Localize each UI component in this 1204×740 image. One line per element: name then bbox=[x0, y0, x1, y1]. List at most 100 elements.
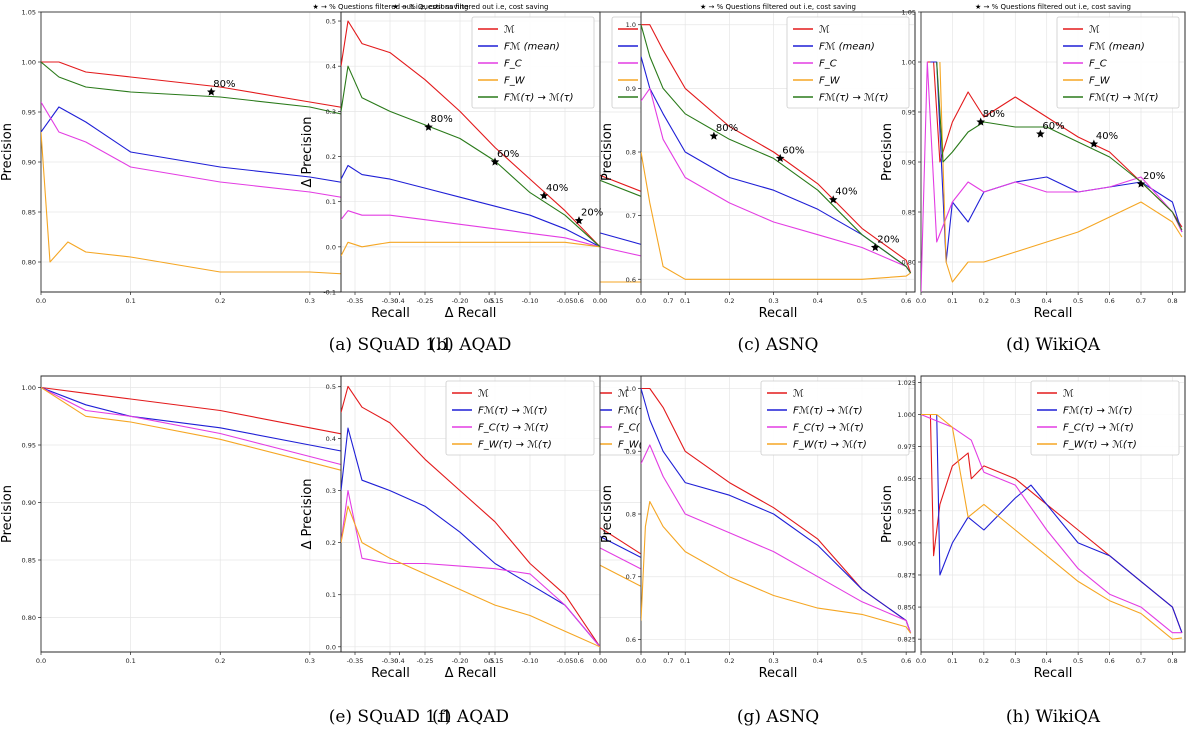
legend: ℳ Fℳ(τ) → ℳ(τ) F_C(τ) → ℳ(τ) F_W(τ) → ℳ(τ) bbox=[445, 380, 595, 456]
series-line-magenta bbox=[921, 61, 1183, 292]
y-tick-label: 0.85 bbox=[902, 209, 916, 217]
x-tick-label: -0.15 bbox=[487, 297, 504, 305]
y-tick-label: 1.0 bbox=[626, 21, 636, 29]
legend-label: ℳ bbox=[1063, 389, 1074, 400]
legend-label: F_C bbox=[504, 59, 522, 70]
y-tick-label: 0.90 bbox=[22, 499, 36, 507]
y-tick-label: 0.90 bbox=[22, 159, 36, 167]
series-line-green bbox=[641, 24, 912, 274]
series-line-blue bbox=[341, 164, 600, 248]
x-tick-label: 0.3 bbox=[305, 297, 315, 305]
marker-label: 60% bbox=[497, 149, 519, 160]
legend: ℳ Fℳ (mean) F_C F_W Fℳ(τ) → ℳ(τ) bbox=[786, 16, 910, 109]
marker-label: 20% bbox=[877, 234, 899, 245]
y-tick-label: 0.4 bbox=[326, 435, 336, 443]
y-axis-label: Precision bbox=[0, 123, 15, 181]
x-axis-label: Δ Recall bbox=[445, 666, 497, 681]
y-tick-label: 0.900 bbox=[897, 539, 916, 547]
star-marker bbox=[1036, 129, 1045, 138]
legend-label: F_C(τ) → ℳ(τ) bbox=[1063, 423, 1134, 434]
series-line-orange bbox=[939, 61, 1183, 283]
chart-panel-b: -0.35 -0.30 -0.25 -0.20 -0.15 -0.10 -0.05 0.00 -… bbox=[300, 3, 607, 355]
star-marker bbox=[574, 216, 584, 225]
y-axis-label: Precision bbox=[880, 485, 895, 543]
y-tick-label: 0.6 bbox=[626, 276, 636, 284]
y-tick-label: 0.95 bbox=[22, 442, 36, 450]
y-tick-label: 0.80 bbox=[902, 259, 916, 267]
x-tick-label: 0.00 bbox=[593, 657, 607, 665]
star-marker bbox=[490, 157, 500, 166]
star-marker bbox=[709, 131, 719, 140]
marker-label: 40% bbox=[835, 187, 857, 198]
x-tick-label: 0.5 bbox=[1073, 657, 1083, 665]
y-axis-label: Precision bbox=[600, 485, 615, 543]
y-tick-label: 0.5 bbox=[326, 383, 336, 391]
x-tick-label: 0.3 bbox=[305, 657, 315, 665]
x-tick-label: 0.2 bbox=[979, 297, 989, 305]
legend-label: F_W(τ) → ℳ(τ) bbox=[793, 440, 867, 451]
x-tick-label: -0.10 bbox=[522, 297, 539, 305]
y-tick-label: 0.950 bbox=[897, 475, 916, 483]
x-tick-label: 0.4 bbox=[813, 657, 823, 665]
series-line-magenta bbox=[921, 413, 1182, 634]
legend-label: F_W bbox=[819, 76, 841, 87]
x-tick-label: 0.0 bbox=[36, 657, 46, 665]
legend-label: Fℳ(τ) → ℳ(τ) bbox=[1063, 406, 1133, 417]
chart-title: ★ → % Questions filtered out i.e, cost s… bbox=[700, 3, 856, 11]
y-tick-label: 0.875 bbox=[897, 571, 916, 579]
x-axis-label: Recall bbox=[371, 666, 410, 681]
x-tick-label: 0.8 bbox=[1167, 297, 1177, 305]
x-tick-label: 0.7 bbox=[663, 297, 673, 305]
x-tick-label: 0.6 bbox=[901, 657, 911, 665]
legend-label: Fℳ (mean) bbox=[504, 42, 560, 53]
x-axis-label: Recall bbox=[1034, 666, 1073, 681]
y-tick-label: 0.8 bbox=[626, 149, 636, 157]
y-tick-label: 0.925 bbox=[897, 507, 916, 515]
y-axis-label: Δ Precision bbox=[300, 116, 315, 187]
marker-label: 60% bbox=[1042, 121, 1064, 132]
star-marker bbox=[1136, 179, 1146, 188]
series-line-blue bbox=[341, 427, 600, 648]
y-tick-label: 0.825 bbox=[897, 636, 916, 644]
chart-title: ★ → % Questions filtered out i.e, cost s… bbox=[392, 3, 548, 11]
y-axis-label: Δ Precision bbox=[300, 478, 315, 549]
y-tick-label: 0.6 bbox=[626, 636, 636, 644]
legend-label: F_W(τ) → ℳ(τ) bbox=[478, 440, 552, 451]
y-tick-label: 0.95 bbox=[22, 109, 36, 117]
x-tick-label: 0.2 bbox=[215, 297, 225, 305]
panel-caption: (g) ASNQ bbox=[737, 707, 819, 727]
series-line-green bbox=[341, 65, 600, 248]
y-tick-label: 0.90 bbox=[902, 159, 916, 167]
x-tick-label: -0.05 bbox=[557, 657, 574, 665]
legend: ℳ Fℳ(τ) → ℳ(τ) F_C(τ) → ℳ(τ) F_W(τ) → ℳ(τ) bbox=[1030, 380, 1180, 456]
x-tick-label: 0.2 bbox=[724, 657, 734, 665]
star-marker bbox=[207, 87, 216, 96]
marker-label: 20% bbox=[1143, 171, 1165, 182]
y-tick-label: 0.2 bbox=[326, 539, 336, 547]
y-tick-label: 0.2 bbox=[326, 153, 336, 161]
marker-label: 20% bbox=[581, 208, 603, 219]
series-line-magenta bbox=[41, 101, 740, 283]
x-tick-label: 0.2 bbox=[215, 657, 225, 665]
legend-label: Fℳ(τ) → ℳ(τ) bbox=[819, 93, 889, 104]
legend-label: F_C bbox=[1089, 59, 1107, 70]
star-marker bbox=[976, 117, 985, 126]
chart-panel-g: 0.0 0.1 0.2 0.3 0.4 0.5 0.6 0.6 0.7 0.8 0.9 1.0 Reca… bbox=[600, 375, 916, 727]
legend-label: Fℳ (mean) bbox=[1089, 42, 1145, 53]
series-line-blue bbox=[936, 414, 1183, 633]
panel-caption: (c) ASNQ bbox=[738, 335, 819, 355]
legend-label: F_W bbox=[1089, 76, 1111, 87]
legend-label: Fℳ(τ) → ℳ(τ) bbox=[478, 406, 548, 417]
legend-label: ℳ bbox=[819, 25, 830, 36]
legend: ℳ Fℳ(τ) → ℳ(τ) F_C(τ) → ℳ(τ) F_W(τ) → ℳ(τ) bbox=[760, 380, 910, 456]
x-tick-label: 0.2 bbox=[979, 657, 989, 665]
series-line-orange bbox=[921, 413, 1182, 640]
y-tick-label: 0.7 bbox=[626, 573, 636, 581]
x-tick-label: 0.5 bbox=[1073, 297, 1083, 305]
panel-caption: (f) AQAD bbox=[432, 707, 509, 727]
y-tick-label: 0.7 bbox=[626, 212, 636, 220]
series-line-red bbox=[641, 24, 912, 274]
x-tick-label: 0.0 bbox=[636, 297, 646, 305]
panel-caption: (d) WikiQA bbox=[1006, 335, 1101, 355]
x-tick-label: 0.00 bbox=[593, 297, 607, 305]
